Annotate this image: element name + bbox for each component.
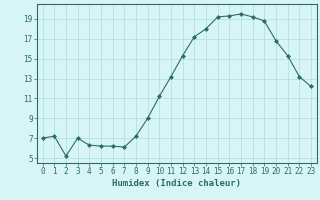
- X-axis label: Humidex (Indice chaleur): Humidex (Indice chaleur): [112, 179, 241, 188]
